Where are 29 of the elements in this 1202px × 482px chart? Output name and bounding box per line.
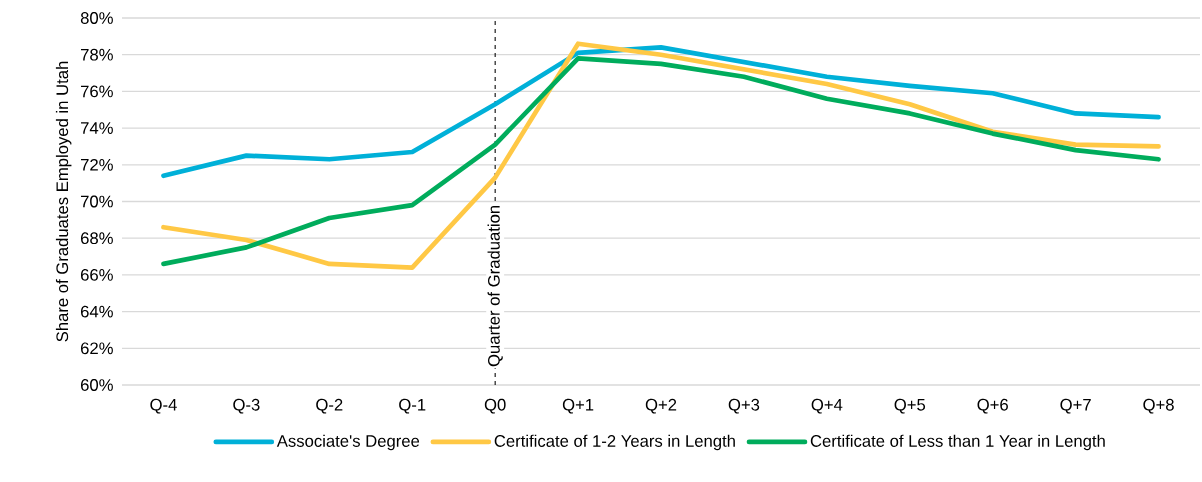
- y-tick-label: 66%: [80, 269, 113, 281]
- y-tick-label: 64%: [80, 305, 113, 318]
- x-tick-label: Q+8: [1143, 398, 1174, 414]
- y-tick-label: 60%: [80, 379, 113, 391]
- y-tick-label: 74%: [81, 122, 113, 134]
- legend-label: Associate's Degree: [276, 434, 420, 451]
- legend-label: Certificate of Less than 1 Year in Length: [810, 434, 1105, 451]
- x-tick-label: Q+7: [1060, 398, 1091, 414]
- y-tick-label: 68%: [80, 232, 113, 245]
- x-tick-label: Q+5: [894, 398, 926, 414]
- x-tick-label: Q-3: [233, 398, 260, 414]
- y-tick-label: 72%: [81, 158, 113, 171]
- x-tick-label: Q-4: [150, 398, 177, 414]
- y-tick-label: 62%: [80, 342, 113, 355]
- x-tick-label: Q+1: [562, 398, 594, 414]
- y-axis-title: Share of Graduates Employed in Utah: [55, 61, 72, 342]
- y-tick-label: 78%: [81, 48, 113, 61]
- y-tick-label: 76%: [81, 85, 113, 98]
- x-tick-label: Q0: [484, 398, 506, 414]
- x-tick-label: Q+2: [645, 398, 677, 414]
- ref-line-label: Quarter of Graduation: [487, 205, 503, 367]
- x-tick-label: Q+4: [811, 398, 843, 414]
- y-tick-label: 80%: [80, 12, 113, 24]
- y-tick-label: 70%: [81, 195, 113, 208]
- x-tick-label: Q+6: [977, 398, 1008, 414]
- x-tick-label: Q+3: [728, 398, 760, 414]
- x-tick-label: Q-1: [399, 398, 426, 414]
- x-tick-label: Q-2: [316, 398, 343, 414]
- legend-label: Certificate of 1-2 Years in Length: [494, 434, 735, 451]
